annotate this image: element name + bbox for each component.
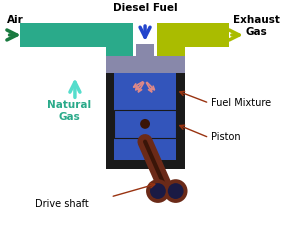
Text: Piston: Piston xyxy=(211,132,241,142)
Bar xyxy=(114,73,176,161)
Circle shape xyxy=(150,183,166,199)
Text: Drive shaft: Drive shaft xyxy=(35,199,89,209)
Bar xyxy=(176,73,184,169)
Text: Natural
Gas: Natural Gas xyxy=(47,100,91,122)
Bar xyxy=(106,56,184,73)
Circle shape xyxy=(146,179,170,203)
Bar xyxy=(106,161,184,169)
Circle shape xyxy=(140,119,150,129)
Bar xyxy=(184,23,229,47)
Text: Diesel Fuel: Diesel Fuel xyxy=(113,3,177,13)
Circle shape xyxy=(164,179,188,203)
Bar xyxy=(136,44,154,56)
Bar xyxy=(114,110,176,138)
Circle shape xyxy=(168,183,184,199)
Bar xyxy=(106,73,114,169)
Polygon shape xyxy=(106,23,133,73)
Text: Exhaust
Gas: Exhaust Gas xyxy=(233,15,280,37)
Polygon shape xyxy=(157,23,184,73)
Bar xyxy=(20,23,106,47)
Text: Fuel Mixture: Fuel Mixture xyxy=(211,98,272,108)
Text: Air: Air xyxy=(7,15,23,25)
